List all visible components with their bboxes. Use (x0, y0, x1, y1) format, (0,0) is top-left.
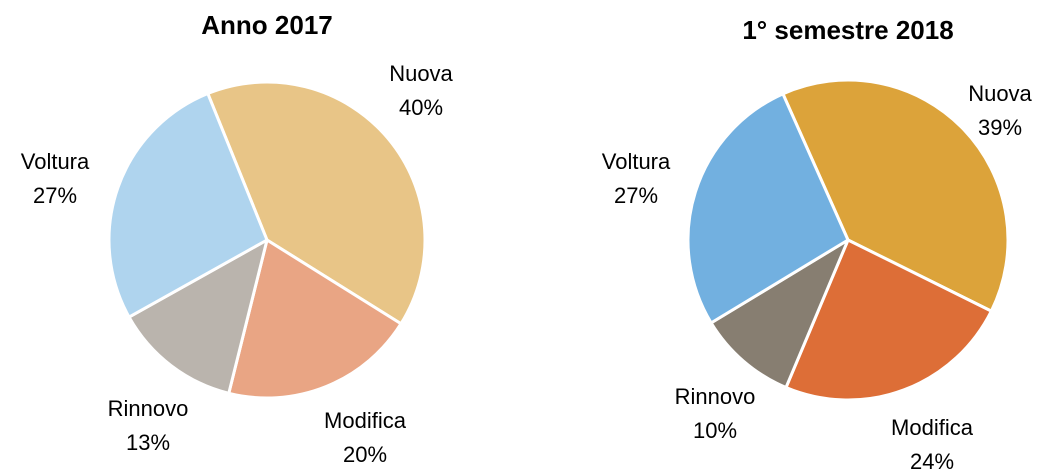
pie-slice (709, 238, 850, 389)
pie-slice (781, 78, 1010, 313)
slice-value-label: 27% (614, 183, 658, 208)
slice-label: Modifica (891, 415, 974, 440)
slice-label: Rinnovo (675, 384, 756, 409)
pie-slice (127, 238, 269, 395)
pie-slice (784, 238, 993, 402)
slice-value-label: 10% (693, 418, 737, 443)
slice-value-label: 40% (399, 95, 443, 120)
chart-title: Anno 2017 (201, 10, 333, 40)
slice-value-label: 24% (910, 449, 954, 470)
pie-slice (107, 92, 269, 319)
slice-value-label: 27% (33, 183, 77, 208)
slice-label: Voltura (602, 149, 671, 174)
chart-title: 1° semestre 2018 (742, 15, 953, 45)
slice-label: Rinnovo (108, 396, 189, 421)
pie-slice (227, 238, 403, 400)
slice-label: Modifica (324, 408, 407, 433)
pie-slice (206, 80, 427, 326)
slice-value-label: 13% (126, 430, 170, 455)
slice-value-label: 39% (978, 115, 1022, 140)
slice-label: Nuova (968, 81, 1032, 106)
slice-value-label: 20% (343, 442, 387, 467)
slice-label: Voltura (21, 149, 90, 174)
slice-label: Nuova (389, 61, 453, 86)
pie-slice (686, 92, 850, 325)
